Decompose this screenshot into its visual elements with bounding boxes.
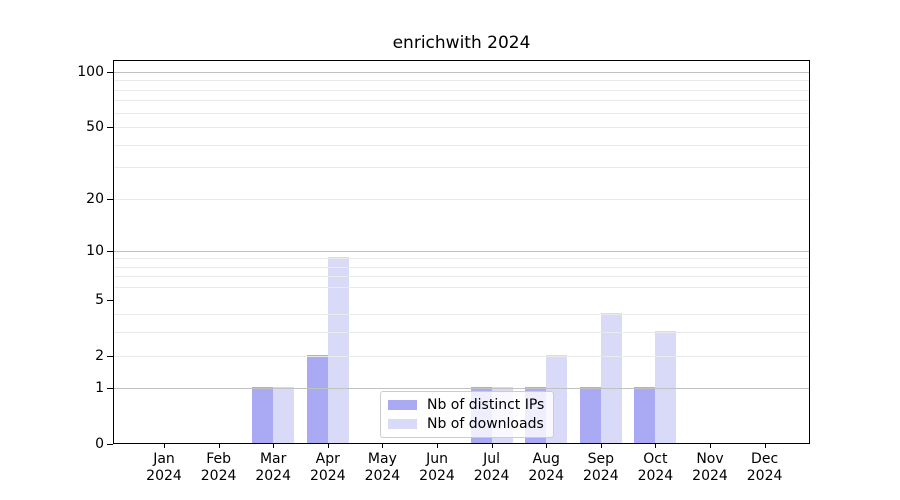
y-tick-mark	[107, 198, 113, 200]
legend: Nb of distinct IPs Nb of downloads	[380, 391, 555, 438]
minor-gridline	[114, 167, 809, 169]
x-tick-mark	[382, 444, 384, 448]
y-tick-mark	[107, 388, 113, 390]
minor-gridline	[114, 266, 809, 268]
x-tick-label: Mar 2024	[255, 451, 291, 484]
x-tick-label: Jun 2024	[419, 451, 455, 484]
y-tick-mark	[107, 355, 113, 357]
y-tick-label: 2	[95, 347, 104, 364]
x-tick-mark	[710, 444, 711, 448]
x-tick-mark	[437, 444, 438, 448]
minor-gridline	[114, 144, 809, 146]
y-tick-label: 1	[95, 380, 104, 397]
minor-gridline	[114, 314, 809, 316]
minor-gridline	[114, 100, 809, 102]
legend-label-downloads: Nb of downloads	[427, 416, 544, 432]
minor-gridline	[114, 276, 809, 278]
y-tick-label: 50	[86, 119, 104, 136]
x-tick-mark	[164, 444, 165, 448]
bar-downloads-sep	[600, 313, 622, 443]
minor-gridline	[114, 112, 809, 114]
x-tick-label: Jul 2024	[473, 451, 510, 484]
x-tick-label: Dec 2024	[746, 451, 783, 484]
x-tick-mark	[218, 444, 220, 448]
legend-item-downloads: Nb of downloads	[388, 416, 544, 432]
y-tick-mark	[107, 444, 113, 445]
y-tick-label: 20	[86, 190, 104, 207]
y-tick-label: 0	[95, 436, 104, 452]
x-tick-label: May 2024	[364, 451, 401, 484]
x-tick-mark	[600, 444, 602, 448]
x-tick-label: Apr 2024	[309, 451, 346, 484]
minor-gridline	[114, 198, 809, 200]
x-tick-label: Oct 2024	[637, 451, 674, 484]
x-tick-label: Sep 2024	[582, 451, 619, 484]
x-tick-label: Nov 2024	[692, 451, 728, 484]
y-tick-label: 10	[86, 242, 104, 259]
x-tick-mark	[655, 444, 657, 448]
x-tick-label: Feb 2024	[200, 451, 237, 484]
bar-distinct-ips-oct	[634, 387, 656, 443]
y-tick-mark	[107, 250, 113, 252]
minor-gridline	[114, 287, 809, 289]
bar-downloads-apr	[327, 257, 349, 443]
x-tick-label: Aug 2024	[528, 451, 564, 484]
y-tick-mark	[107, 127, 113, 129]
minor-gridline	[114, 127, 809, 129]
major-gridline	[114, 72, 809, 73]
bar-downloads-oct	[655, 331, 677, 443]
x-tick-label: Jan 2024	[146, 451, 182, 484]
plot-area	[113, 60, 810, 444]
y-tick-mark	[107, 72, 113, 73]
x-tick-mark	[327, 444, 329, 448]
bar-distinct-ips-mar	[252, 387, 274, 443]
bar-distinct-ips-sep	[579, 387, 601, 443]
legend-item-distinct-ips: Nb of distinct IPs	[388, 397, 544, 413]
minor-gridline	[114, 355, 809, 357]
x-tick-mark	[764, 444, 766, 448]
chart-title: enrichwith 2024	[392, 33, 531, 53]
x-tick-mark	[273, 444, 275, 448]
bar-downloads-mar	[273, 387, 295, 443]
minor-gridline	[114, 89, 809, 91]
bar-distinct-ips-apr	[306, 354, 328, 443]
x-tick-mark	[546, 444, 548, 448]
y-tick-label: 100	[77, 64, 104, 80]
minor-gridline	[114, 258, 809, 260]
minor-gridline	[114, 80, 809, 82]
x-tick-mark	[491, 444, 493, 448]
legend-label-distinct-ips: Nb of distinct IPs	[427, 397, 545, 413]
legend-swatch-distinct-ips	[388, 400, 417, 410]
y-tick-label: 5	[95, 291, 104, 308]
minor-gridline	[114, 332, 809, 334]
legend-swatch-downloads	[388, 419, 417, 429]
major-gridline	[114, 250, 809, 252]
major-gridline	[114, 388, 809, 390]
y-tick-mark	[107, 299, 113, 301]
